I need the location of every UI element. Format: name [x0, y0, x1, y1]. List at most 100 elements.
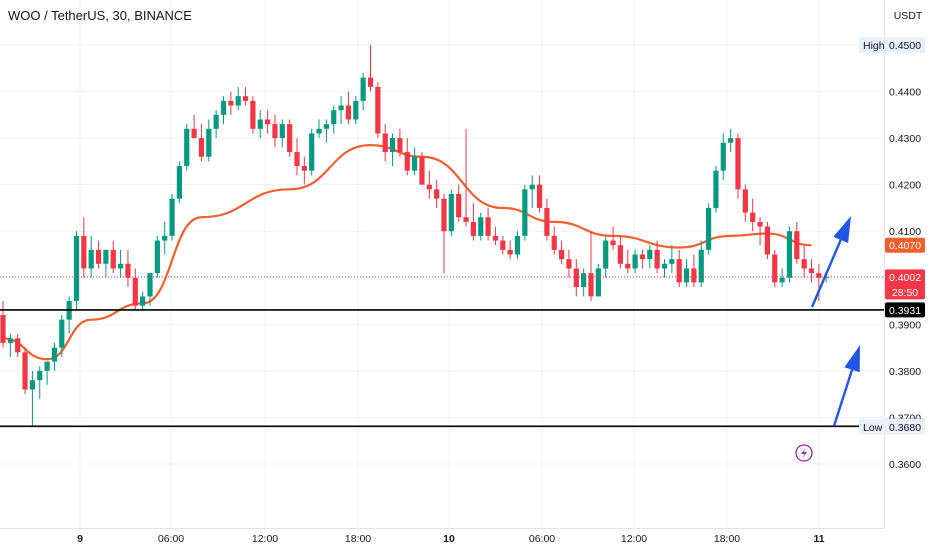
candle-body: [389, 138, 396, 153]
candle: [742, 184, 748, 222]
candle-body: [683, 268, 690, 283]
candle: [287, 119, 293, 157]
ma-price-label: 0.4070: [889, 240, 921, 252]
candle: [250, 96, 256, 134]
candle: [323, 119, 329, 143]
candle-body: [118, 263, 124, 269]
time-tick: 9: [77, 533, 83, 545]
candle-body: [309, 133, 315, 171]
candle: [140, 291, 146, 311]
candle: [735, 133, 741, 199]
candle: [235, 86, 241, 111]
candle: [37, 366, 43, 399]
candle-body: [198, 138, 205, 157]
candle: [360, 72, 366, 111]
candle-body: [551, 235, 557, 250]
candle: [397, 128, 403, 157]
candle: [301, 156, 307, 185]
candle: [463, 128, 469, 227]
candle: [441, 193, 447, 274]
candle-body: [632, 254, 638, 269]
candle-body: [779, 277, 785, 283]
candle: [808, 259, 815, 283]
current-price-label-countdown: 28:50: [892, 287, 918, 299]
candle-body: [419, 156, 425, 185]
candle: [265, 110, 271, 134]
candle: [551, 226, 557, 255]
candle: [470, 203, 476, 241]
candle: [191, 114, 197, 139]
time-tick: 06:00: [529, 533, 555, 545]
candle: [706, 203, 712, 255]
candle: [772, 249, 778, 288]
candle-body: [301, 166, 307, 171]
candle-body: [544, 207, 550, 236]
candle: [632, 249, 638, 274]
candle-body: [735, 138, 741, 190]
candle: [595, 263, 601, 297]
candle-body: [257, 119, 263, 129]
arrow-up-icon[interactable]: [810, 216, 851, 308]
candle-body: [184, 128, 190, 167]
candle: [713, 166, 719, 213]
candle: [654, 240, 660, 274]
candle: [720, 133, 726, 181]
high-badge-bg: [859, 37, 925, 53]
candle: [426, 170, 432, 199]
candle-body: [345, 105, 352, 120]
candle-body: [507, 249, 513, 255]
candle: [272, 114, 278, 148]
candle: [573, 259, 579, 297]
candle: [169, 193, 175, 241]
candle-body: [265, 119, 271, 125]
candle-body: [287, 124, 293, 153]
candle-body: [801, 259, 807, 269]
candle-body: [29, 380, 35, 390]
candle-body: [676, 259, 682, 283]
candle-body: [404, 152, 410, 171]
candle-body: [375, 86, 381, 134]
candle: [676, 249, 682, 288]
candle-body: [169, 198, 175, 236]
candle-body: [412, 156, 418, 171]
candle-body: [426, 184, 432, 190]
candle: [581, 268, 587, 297]
candle-body: [698, 249, 704, 283]
time-axis[interactable]: 9 06:00 12:00 18:00 10 06:00 12:00 18:00 11: [77, 533, 825, 545]
candle: [162, 221, 168, 255]
time-tick: 18:00: [345, 533, 371, 545]
candle-body: [228, 100, 234, 106]
candle-body: [610, 240, 616, 246]
candle-body: [15, 338, 21, 353]
candle: [683, 259, 690, 288]
price-tick: 0.4300: [889, 133, 921, 145]
candle-body: [772, 254, 778, 283]
candle-body: [786, 231, 793, 278]
candle-body: [706, 207, 712, 250]
candle-body: [647, 249, 653, 260]
currency-label[interactable]: USDT: [894, 10, 923, 22]
price-tick: 0.3900: [889, 319, 921, 331]
candle: [22, 347, 28, 395]
price-tick: 0.3800: [889, 366, 921, 378]
candle-body: [639, 254, 646, 260]
candle-body: [22, 352, 28, 390]
arrow-up-icon[interactable]: [832, 345, 860, 427]
lightning-icon[interactable]: [795, 444, 813, 462]
candle-body: [316, 128, 322, 134]
current-price-label: 0.4002: [889, 272, 921, 284]
price-axis[interactable]: 0.4500 0.4400 0.4300 0.4200 0.4100 0.3900 0.38…: [889, 40, 921, 471]
candle-body: [823, 276, 829, 278]
candle: [522, 184, 528, 241]
candle: [220, 96, 227, 125]
candle-body: [0, 315, 6, 343]
candle: [51, 342, 58, 371]
candle-body: [566, 259, 572, 269]
candle: [757, 217, 763, 246]
low-badge-label: Low: [863, 422, 883, 434]
candle-body: [37, 370, 43, 381]
candle: [536, 175, 543, 213]
